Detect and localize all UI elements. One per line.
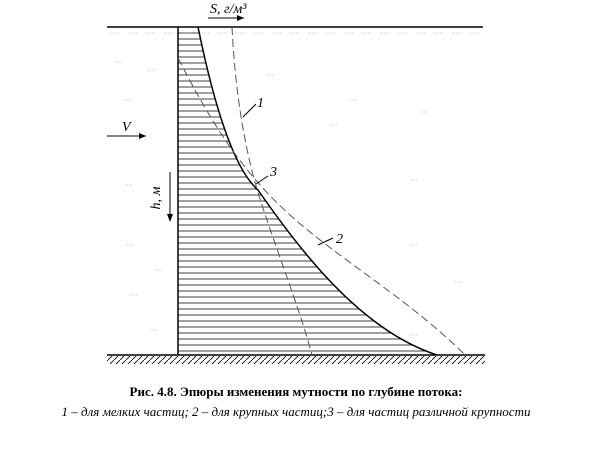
curve-label: 1 xyxy=(257,96,264,111)
leader-3 xyxy=(255,175,269,185)
arrow-head xyxy=(139,133,146,139)
curve-1 xyxy=(231,26,313,356)
area-hatch xyxy=(178,32,437,352)
velocity-label: V xyxy=(122,120,132,135)
figure: 1 2 3 S, г/м³ V h, м xyxy=(107,2,485,364)
curve-label: 2 xyxy=(336,232,343,247)
caption-title: Рис. 4.8. Эпюры изменения мутности по гл… xyxy=(129,384,463,399)
axis-label: S, г/м³ xyxy=(210,2,247,17)
ground-hatch xyxy=(107,356,485,364)
curve-label: 3 xyxy=(269,165,277,180)
depth-label: h, м xyxy=(149,186,164,209)
leader-1 xyxy=(242,103,257,118)
curve-3 xyxy=(197,26,438,356)
water-marks xyxy=(110,32,479,336)
leader-2 xyxy=(317,237,334,246)
curve-2 xyxy=(177,57,466,356)
arrow-head xyxy=(167,214,173,222)
caption-legend: 1 – для мелких частиц; 2 – для крупных ч… xyxy=(61,404,531,419)
arrow-head xyxy=(237,15,244,21)
